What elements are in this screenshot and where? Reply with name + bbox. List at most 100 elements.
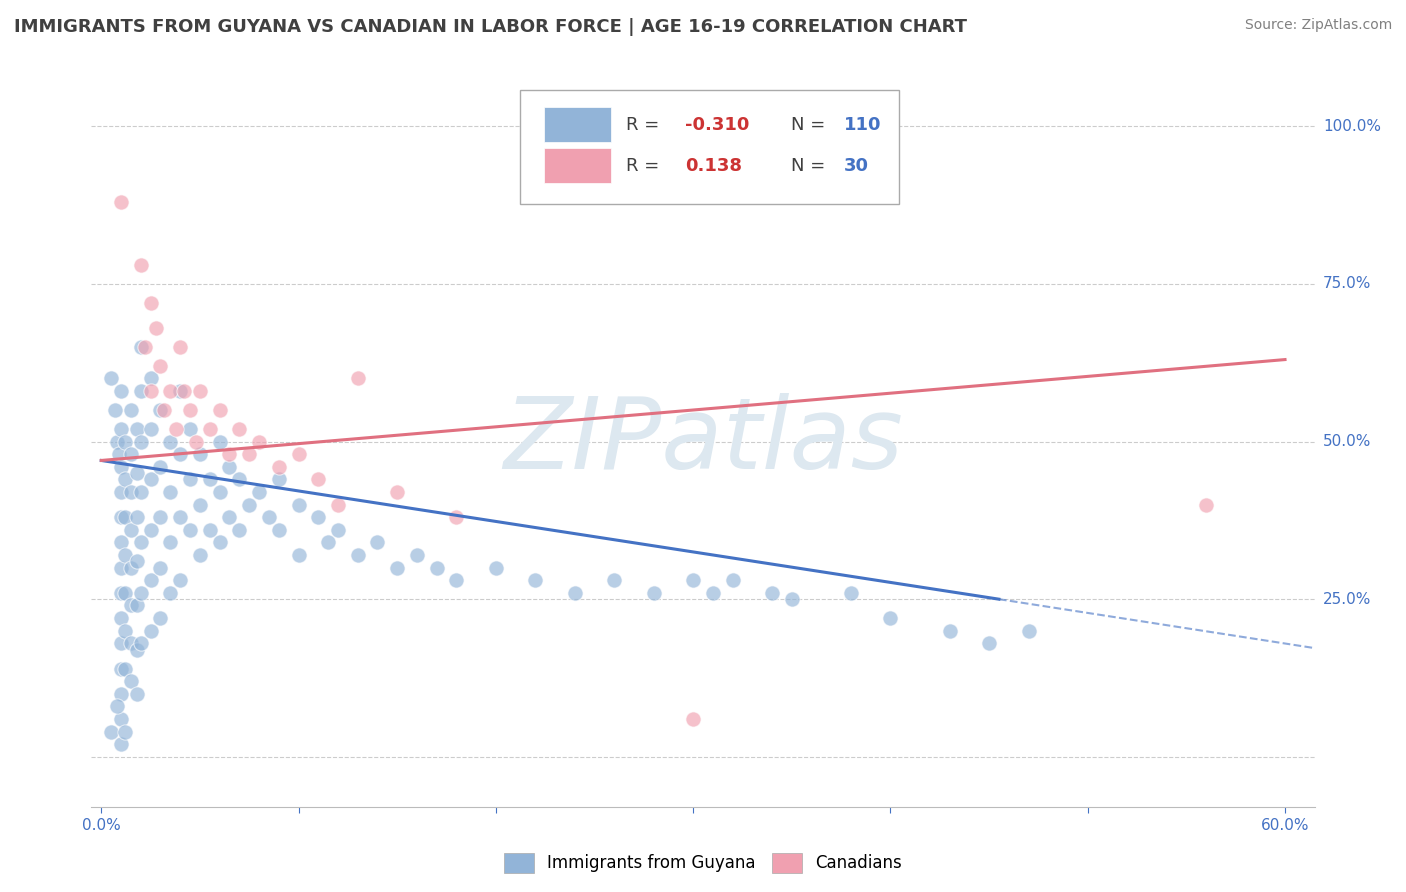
Point [179, 422, 201, 436]
Text: 0.138: 0.138 [685, 157, 741, 175]
Point [110, 737, 132, 751]
Point [238, 498, 260, 512]
Text: -0.310: -0.310 [685, 116, 749, 134]
Point [188, 384, 211, 398]
Point [153, 403, 176, 417]
Point [125, 510, 148, 524]
Point [139, 624, 162, 638]
Point [149, 359, 172, 373]
Point [247, 434, 270, 449]
Point [110, 510, 132, 524]
Point [208, 403, 231, 417]
Point [120, 485, 142, 500]
Point [145, 321, 167, 335]
Point [208, 535, 231, 549]
Point [603, 574, 626, 588]
Point [100, 724, 122, 739]
Point [125, 642, 148, 657]
Text: R =: R = [626, 157, 671, 175]
Point [139, 371, 162, 385]
FancyBboxPatch shape [544, 148, 612, 184]
Point [179, 523, 201, 537]
Point [485, 560, 508, 574]
Point [169, 340, 191, 354]
Point [120, 523, 142, 537]
Point [110, 535, 132, 549]
Text: 100.0%: 100.0% [1323, 119, 1381, 134]
Point [159, 434, 181, 449]
Point [120, 636, 142, 650]
Point [110, 422, 132, 436]
Point [346, 371, 368, 385]
Point [287, 447, 309, 461]
Point [287, 548, 309, 562]
Text: 75.0%: 75.0% [1323, 277, 1371, 292]
Point [218, 510, 240, 524]
Point [125, 554, 148, 568]
FancyBboxPatch shape [544, 107, 612, 143]
Point [149, 403, 172, 417]
Point [134, 340, 156, 354]
Point [179, 403, 201, 417]
Point [169, 447, 191, 461]
Text: 25.0%: 25.0% [1323, 591, 1371, 607]
Point [105, 699, 128, 714]
Point [228, 472, 250, 486]
Point [114, 472, 136, 486]
Point [316, 535, 339, 549]
Point [110, 586, 132, 600]
Point [287, 498, 309, 512]
Point [110, 485, 132, 500]
Point [139, 472, 162, 486]
Point [208, 434, 231, 449]
Point [139, 384, 162, 398]
Point [682, 712, 704, 726]
Point [188, 498, 211, 512]
Point [198, 523, 221, 537]
Point [114, 661, 136, 675]
Point [682, 574, 704, 588]
Point [129, 535, 152, 549]
Point [839, 586, 862, 600]
Point [129, 485, 152, 500]
Point [120, 403, 142, 417]
Point [139, 422, 162, 436]
Point [564, 586, 586, 600]
Point [1018, 624, 1040, 638]
Point [721, 574, 744, 588]
Point [165, 422, 187, 436]
Point [120, 447, 142, 461]
Point [169, 510, 191, 524]
Point [104, 403, 127, 417]
Point [110, 384, 132, 398]
Point [169, 574, 191, 588]
Point [228, 523, 250, 537]
Point [307, 510, 329, 524]
Text: IMMIGRANTS FROM GUYANA VS CANADIAN IN LABOR FORCE | AGE 16-19 CORRELATION CHART: IMMIGRANTS FROM GUYANA VS CANADIAN IN LA… [14, 18, 967, 36]
Point [406, 548, 429, 562]
Point [366, 535, 388, 549]
Point [125, 687, 148, 701]
Point [173, 384, 195, 398]
Point [169, 384, 191, 398]
Point [129, 636, 152, 650]
Point [110, 459, 132, 474]
Point [159, 535, 181, 549]
Text: R =: R = [626, 116, 665, 134]
Point [108, 447, 131, 461]
Point [977, 636, 1000, 650]
Text: 110: 110 [844, 116, 882, 134]
Point [120, 674, 142, 689]
Point [385, 485, 409, 500]
Point [228, 422, 250, 436]
Text: ZIPatlas: ZIPatlas [503, 393, 903, 490]
Point [218, 447, 240, 461]
Point [198, 472, 221, 486]
Point [159, 485, 181, 500]
Point [179, 472, 201, 486]
Point [114, 510, 136, 524]
Point [938, 624, 960, 638]
Point [129, 586, 152, 600]
Point [110, 712, 132, 726]
Point [110, 611, 132, 625]
